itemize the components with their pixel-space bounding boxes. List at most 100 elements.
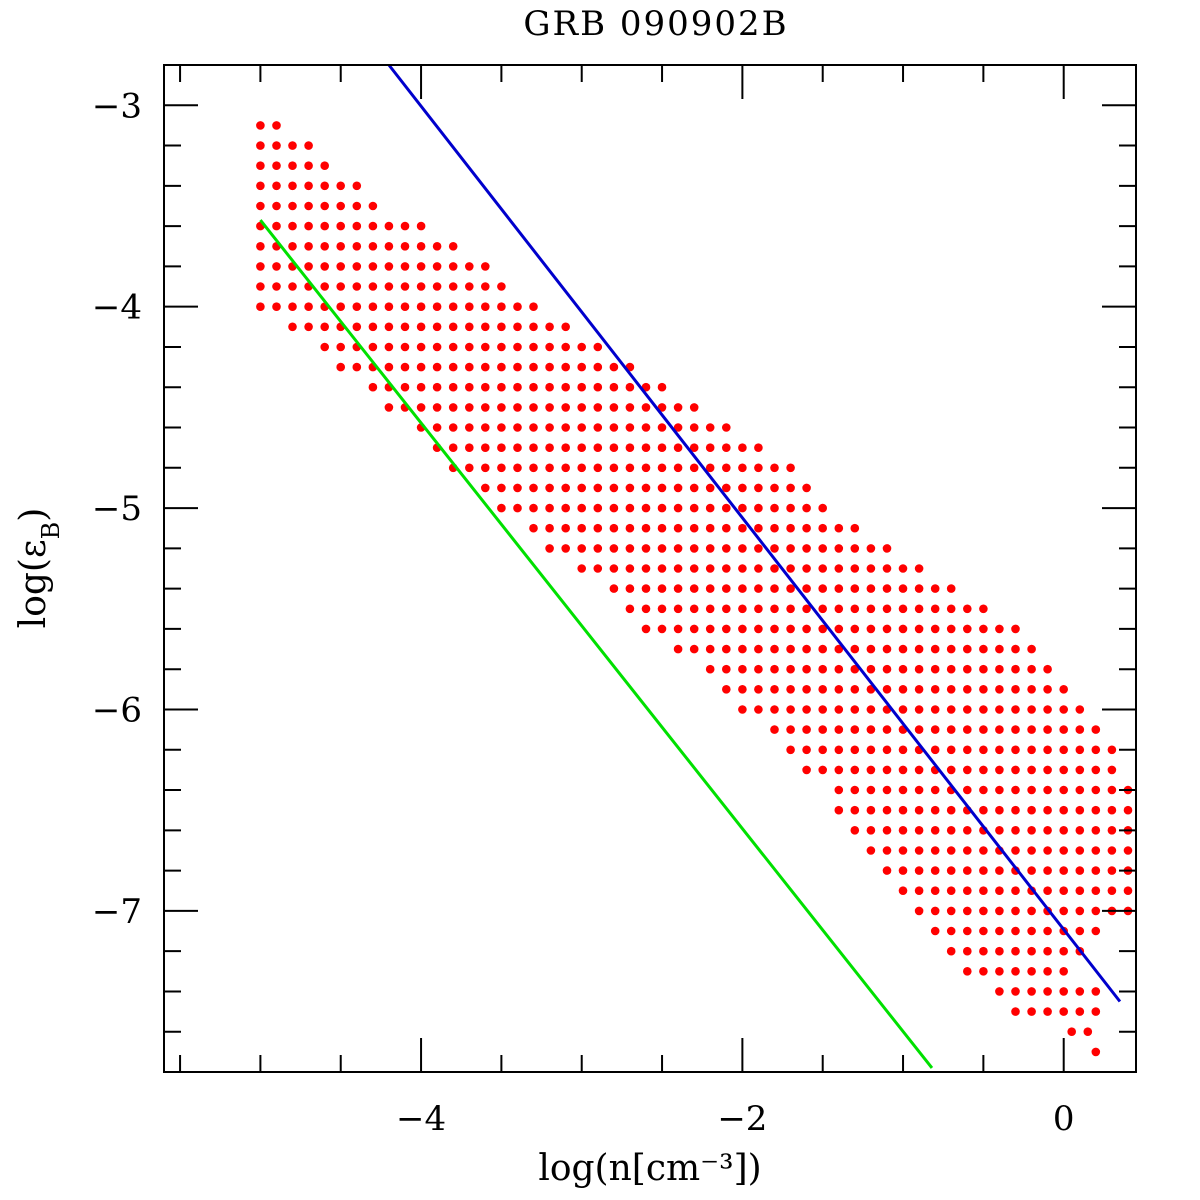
data-point (995, 866, 1004, 875)
data-point (1059, 745, 1068, 755)
data-point (802, 705, 811, 714)
data-point (577, 544, 586, 553)
data-point (995, 926, 1004, 936)
data-point (914, 826, 924, 835)
data-point (448, 282, 458, 291)
data-point (577, 403, 586, 412)
data-point (1043, 826, 1052, 835)
data-point (882, 785, 892, 795)
data-point (561, 544, 570, 553)
data-point (770, 483, 779, 493)
data-point (818, 604, 827, 614)
data-point (529, 483, 538, 493)
data-point (400, 382, 410, 392)
data-point (304, 221, 313, 231)
data-point (770, 604, 779, 614)
data-point (738, 705, 747, 714)
data-point (1027, 745, 1036, 755)
data-point (946, 926, 956, 936)
data-point (850, 826, 860, 835)
data-point (673, 463, 683, 473)
data-point (673, 604, 683, 614)
data-point (368, 322, 378, 332)
data-point (625, 544, 635, 553)
data-point (577, 523, 586, 533)
data-point (432, 362, 442, 372)
data-point (946, 765, 956, 775)
data-point (705, 544, 715, 553)
data-point (802, 685, 811, 694)
data-point (930, 785, 940, 795)
data-point (432, 423, 442, 432)
data-point (497, 342, 506, 352)
data-point (673, 644, 683, 654)
data-point (914, 564, 924, 573)
data-point (850, 805, 860, 815)
data-point (641, 604, 651, 614)
data-point (481, 322, 490, 332)
data-point (497, 503, 506, 513)
data-point (1027, 906, 1036, 916)
data-point (657, 544, 667, 553)
data-point (272, 282, 281, 291)
data-point (770, 544, 779, 553)
data-point (1059, 866, 1068, 875)
data-point (497, 322, 506, 332)
data-point (497, 302, 506, 312)
data-point (481, 342, 490, 352)
data-point (850, 644, 860, 654)
data-point (304, 302, 313, 312)
data-point (770, 644, 779, 654)
data-point (368, 302, 378, 312)
data-point (448, 403, 458, 412)
data-point (256, 302, 265, 312)
data-point (641, 523, 651, 533)
data-point (1059, 946, 1068, 956)
data-point (850, 685, 860, 694)
y-tick-label: −5 (92, 489, 142, 529)
data-point (689, 483, 699, 493)
data-point (770, 705, 779, 714)
data-point (818, 584, 827, 593)
data-point (705, 644, 715, 654)
data-point (1011, 987, 1020, 996)
data-point (754, 705, 763, 714)
data-point (625, 463, 635, 473)
data-point (577, 443, 586, 453)
data-point (1091, 785, 1101, 795)
data-point (529, 382, 538, 392)
data-point (448, 423, 458, 432)
y-tick-label: −3 (92, 86, 142, 126)
data-point (673, 584, 683, 593)
data-point (288, 141, 297, 150)
data-point (481, 362, 490, 372)
data-point (320, 242, 330, 251)
data-point (946, 685, 956, 694)
data-point (577, 362, 586, 372)
data-point (963, 926, 972, 936)
data-point (850, 564, 860, 573)
data-point (1075, 866, 1085, 875)
data-point (609, 463, 619, 473)
data-point (770, 725, 779, 734)
data-point (1107, 826, 1117, 835)
data-point (529, 342, 538, 352)
data-point (930, 846, 940, 855)
data-point (834, 685, 844, 694)
data-point (786, 544, 795, 553)
data-point (866, 624, 876, 634)
data-point (818, 664, 827, 674)
x-tick-label: 0 (1053, 1099, 1075, 1139)
data-point (963, 765, 972, 775)
data-point (641, 483, 651, 493)
data-point (1091, 926, 1101, 936)
data-point (786, 664, 795, 674)
data-point (352, 201, 362, 211)
data-point (545, 382, 554, 392)
data-point (497, 483, 506, 493)
data-point (304, 161, 313, 170)
data-point (384, 302, 394, 312)
data-point (1059, 765, 1068, 775)
data-point (963, 846, 972, 855)
data-point (979, 664, 988, 674)
